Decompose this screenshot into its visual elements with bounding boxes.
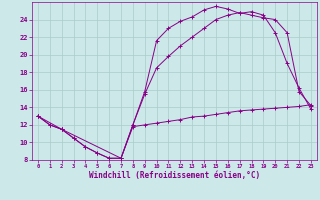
X-axis label: Windchill (Refroidissement éolien,°C): Windchill (Refroidissement éolien,°C) bbox=[89, 171, 260, 180]
